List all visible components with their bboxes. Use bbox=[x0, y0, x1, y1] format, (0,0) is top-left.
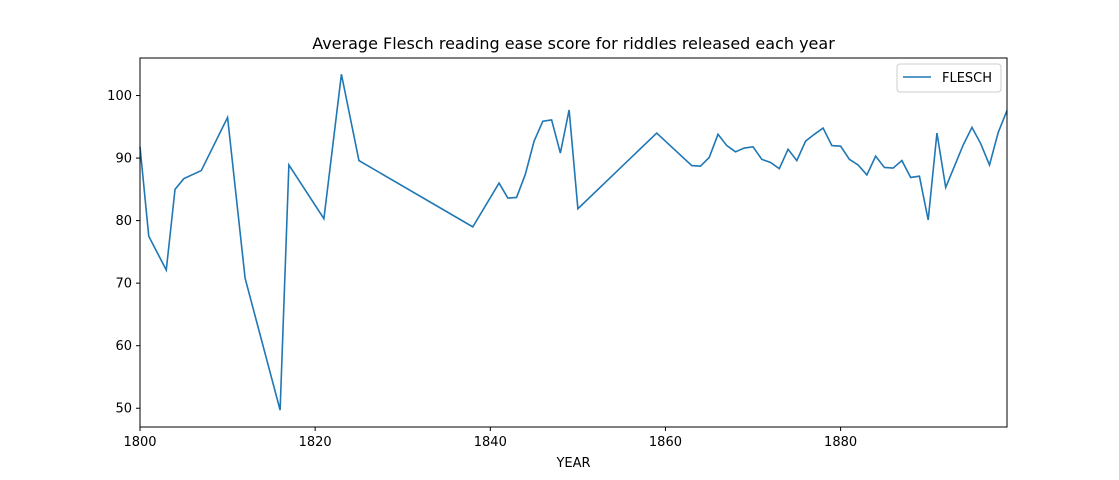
x-tick-label: 1840 bbox=[474, 435, 507, 450]
y-tick-label: 100 bbox=[107, 89, 132, 104]
plot-frame bbox=[139, 57, 1008, 428]
y-tick-label: 90 bbox=[115, 152, 132, 167]
x-tick-label: 1800 bbox=[123, 435, 156, 450]
y-tick-label: 60 bbox=[115, 339, 132, 354]
y-tick-label: 50 bbox=[115, 402, 132, 417]
legend: FLESCH bbox=[896, 63, 1002, 93]
legend-box bbox=[896, 63, 1002, 93]
y-tick-label: 70 bbox=[115, 277, 132, 292]
chart-title: Average Flesch reading ease score for ri… bbox=[312, 34, 835, 53]
series-line-flesch bbox=[139, 74, 1008, 411]
y-tick-label: 80 bbox=[115, 214, 132, 229]
x-axis: 1800 1820 1840 1860 1880 bbox=[123, 427, 857, 450]
x-tick-label: 1860 bbox=[649, 435, 682, 450]
x-axis-label: YEAR bbox=[555, 456, 590, 471]
x-tick-label: 1820 bbox=[299, 435, 332, 450]
legend-label: FLESCH bbox=[942, 71, 992, 86]
y-axis: 50 60 70 80 90 100 bbox=[107, 89, 140, 417]
x-tick-label: 1880 bbox=[824, 435, 857, 450]
